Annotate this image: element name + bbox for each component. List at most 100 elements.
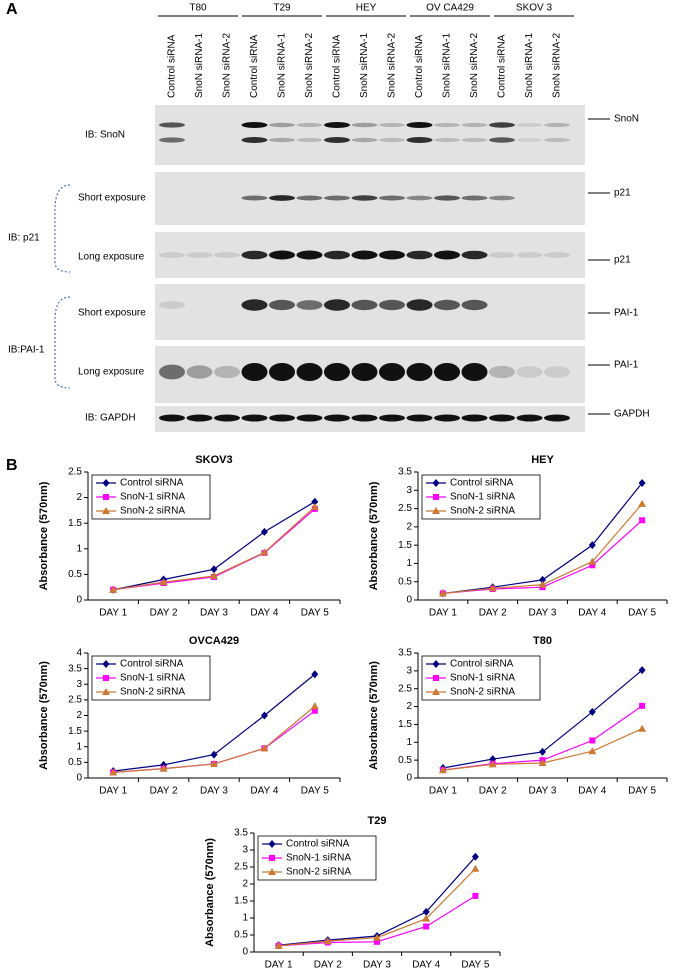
band [461,250,488,260]
marker [269,855,275,861]
legend-label: SnoN-1 siRNA [286,853,351,864]
x-tick-label: DAY 2 [150,786,178,797]
y-axis-label: Absorbance (570nm) [368,481,380,590]
panel-label: A [6,1,18,18]
marker [323,937,332,945]
marker [639,517,646,524]
legend-label: SnoN-2 siRNA [120,506,185,517]
band [159,252,185,258]
marker [589,562,596,569]
legend-label: SnoN-2 siRNA [120,687,185,698]
y-tick-label: 1.5 [398,540,412,551]
marker [102,660,110,668]
blot-left-label: Short exposure [78,193,146,204]
legend-label: SnoN-1 siRNA [120,492,185,503]
y-tick-label: 2 [406,701,412,712]
marker [210,759,218,767]
marker [588,557,597,565]
band [296,122,323,128]
marker [102,688,110,695]
blot-strip [155,284,585,340]
marker [588,747,597,755]
cell-line-label: SKOV 3 [516,3,553,14]
band [489,414,515,422]
blot-left-label: Long exposure [78,367,145,378]
band [434,363,460,381]
x-tick-label: DAY 5 [628,786,656,797]
band [241,122,268,128]
marker [638,499,647,507]
band [159,414,185,422]
marker [268,840,276,848]
marker [438,589,447,597]
band [296,414,323,422]
blot-right-label: PAI-1 [614,360,639,371]
band [241,414,268,422]
band [406,414,433,422]
chart-title: SKOV3 [195,454,232,466]
legend-label: Control siRNA [450,659,514,670]
x-tick-label: DAY 2 [479,786,507,797]
band [434,122,460,128]
lane-label: Control siRNA [249,34,260,98]
band [351,414,378,422]
x-tick-label: DAY 2 [314,960,342,971]
bracket [54,296,71,389]
marker [274,941,283,949]
x-tick-label: DAY 1 [99,786,127,797]
bracket [54,184,71,273]
x-tick-label: DAY 3 [529,608,557,619]
y-tick-label: 0 [76,595,82,606]
blot-right-label: PAI-1 [614,308,639,319]
band [214,414,240,422]
x-tick-label: DAY 4 [412,960,440,971]
legend-label: SnoN-1 siRNA [450,492,515,503]
y-tick-label: 1 [242,913,248,924]
marker [488,760,497,768]
y-tick-label: 2 [242,879,248,890]
marker [260,744,269,752]
y-axis-label: Absorbance (570nm) [368,661,380,770]
band [241,250,268,260]
band [241,195,268,201]
y-tick-label: 3 [76,679,82,690]
band [186,414,213,422]
band [516,138,543,142]
y-tick-label: 2.5 [68,467,82,478]
chart-title: HEY [531,454,554,466]
band [406,250,433,260]
marker [588,707,596,716]
y-tick-label: 3 [242,845,248,856]
x-tick-label: DAY 4 [578,608,606,619]
y-tick-label: 2.5 [234,862,248,873]
y-tick-label: 4 [76,648,82,659]
band [434,250,460,260]
y-axis-label: Absorbance (570nm) [38,481,50,590]
legend-label: Control siRNA [120,659,184,670]
marker [638,724,647,732]
lane-label: Control siRNA [414,34,425,98]
lane-label: SnoN siRNA-2 [469,33,480,98]
y-tick-label: 0 [406,595,412,606]
legend-label: Control siRNA [450,478,514,489]
blot-left-label: IB: p21 [8,233,40,244]
marker [374,938,380,945]
marker [538,759,547,766]
marker [432,660,440,668]
marker [539,747,546,756]
band [351,122,378,128]
lane-label: SnoN siRNA-1 [524,33,535,98]
band [159,301,185,309]
x-tick-label: DAY 3 [200,786,228,797]
blot-left-label: IB: SnoN [85,130,125,141]
band [544,414,570,422]
blot-left-label: Short exposure [78,308,146,319]
band [269,137,295,143]
y-tick-label: 3.5 [398,648,412,659]
marker [539,575,546,584]
panel-label: B [6,457,18,474]
band [324,414,350,422]
band [324,363,350,381]
chart-title: OVCA429 [189,635,239,647]
band [159,364,185,380]
